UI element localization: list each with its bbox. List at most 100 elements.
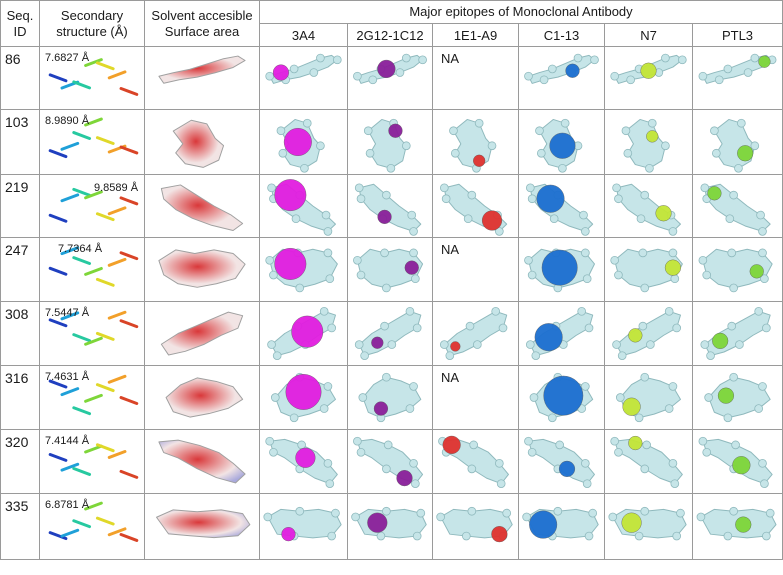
sasa-surface-image: [160, 311, 244, 356]
epitopes-title: Major epitopes of Monoclonal Antibody: [259, 0, 783, 24]
epitope-patch: [655, 205, 672, 222]
surface-bump: [529, 393, 539, 402]
epitope-patch: [622, 397, 641, 416]
surface-bump: [579, 210, 588, 220]
surface-bump: [758, 459, 767, 468]
surface-bump: [327, 531, 337, 541]
surface-bump: [714, 75, 724, 85]
surface-bump: [487, 141, 497, 151]
surface-bump: [700, 183, 710, 193]
surface-bump: [412, 531, 422, 541]
epitope-cell: NA: [432, 365, 519, 430]
seq-id-header-line1: Seq.: [6, 7, 34, 23]
surface-bump: [581, 227, 590, 236]
epitope-cell: [692, 109, 783, 175]
secondary-structure-cell: 7.4144 Å: [39, 429, 145, 494]
ribbon-structure-image: [48, 374, 139, 416]
surface-bump: [760, 274, 769, 284]
sasa-header-line1: Solvent accesible: [151, 7, 253, 23]
epitope-surface-image: [276, 118, 325, 173]
surface-bump: [645, 163, 654, 173]
epitope-surface-image: [436, 506, 513, 543]
surface-bump: [405, 307, 415, 316]
helix-segment: [95, 212, 115, 222]
surface-bump: [547, 64, 557, 74]
surface-bump: [723, 64, 733, 74]
epitope-patch: [534, 323, 563, 352]
sasa-cell: [144, 46, 260, 110]
epitope-cell: [259, 365, 348, 430]
epitope-cell: [692, 237, 783, 302]
sasa-surface: [158, 55, 246, 84]
surface-bump: [640, 190, 650, 200]
surface-bump: [382, 283, 391, 293]
surface-bump: [664, 404, 674, 413]
sasa-surface: [158, 249, 246, 288]
surface-bump: [581, 248, 590, 258]
surface-bump: [547, 413, 557, 423]
epitope-surface-image: [439, 307, 508, 360]
surface-bump: [527, 270, 537, 280]
table-row: 219 9.8589 Å: [0, 174, 783, 238]
surface-bump: [265, 71, 275, 81]
surface-bump: [581, 382, 590, 391]
epitope-cell: [432, 301, 519, 366]
epitope-patch: [543, 375, 584, 416]
surface-bump: [614, 270, 623, 280]
helix-segment: [84, 58, 103, 67]
secondary-header-line2: structure (Å): [56, 23, 128, 39]
surface-bump: [383, 440, 393, 450]
surface-bump: [353, 255, 362, 265]
helix-segment: [95, 383, 115, 393]
epitope-surface-image: [610, 435, 683, 488]
surface-bump: [382, 190, 391, 200]
helix-segment: [119, 196, 139, 206]
epitope-cell: [518, 493, 605, 560]
table-row: 308 7.5447 Å: [0, 301, 783, 366]
sasa-surface-image: [172, 119, 225, 168]
helix-segment: [107, 206, 127, 216]
surface-bump: [760, 479, 769, 488]
epitope-surface-image: [698, 53, 777, 85]
sasa-surface-image: [158, 249, 246, 288]
epitope-patch: [717, 387, 735, 404]
surface-bump: [439, 340, 449, 349]
surface-bump: [386, 163, 396, 173]
surface-bump: [445, 351, 455, 360]
epitope-cell: [347, 46, 433, 110]
surface-bump: [702, 270, 712, 280]
ribbon-structure-image: [48, 310, 139, 346]
secondary-structure-cell: 6.8781 Å: [39, 493, 145, 560]
epitope-patch: [749, 264, 764, 279]
epitope-surface-image: [535, 118, 583, 173]
sasa-cell: [144, 109, 260, 175]
epitope-cell: [347, 174, 433, 238]
surface-bump: [319, 404, 329, 413]
surface-bump: [449, 126, 458, 136]
helix-segment: [119, 145, 139, 155]
epitope-surface-image: [522, 506, 599, 541]
helix-segment: [72, 187, 92, 197]
surface-bump: [463, 214, 473, 224]
epitope-patch: [549, 132, 576, 159]
surface-bump: [365, 148, 375, 158]
surface-bump: [401, 141, 411, 151]
epitope-cell: [518, 46, 605, 110]
surface-bump: [737, 118, 746, 128]
surface-bump: [363, 126, 373, 136]
resolution-label: 7.6827 Å: [45, 52, 90, 64]
seq-id-cell: 219: [0, 174, 40, 238]
secondary-header-line1: Secondary: [60, 7, 124, 23]
antibody-header-3a4: 3A4: [259, 23, 348, 47]
epitope-patch: [373, 401, 389, 416]
surface-bump: [267, 183, 276, 193]
surface-bump: [723, 413, 733, 423]
epitope-patch: [737, 145, 754, 162]
epitope-patch: [377, 59, 396, 78]
surface-bump: [610, 255, 620, 265]
surface-bump: [358, 393, 368, 402]
epitope-surface-image: [700, 183, 771, 236]
table-row: 86 7.6827 Å NA: [0, 46, 783, 110]
surface-bump: [762, 531, 771, 541]
